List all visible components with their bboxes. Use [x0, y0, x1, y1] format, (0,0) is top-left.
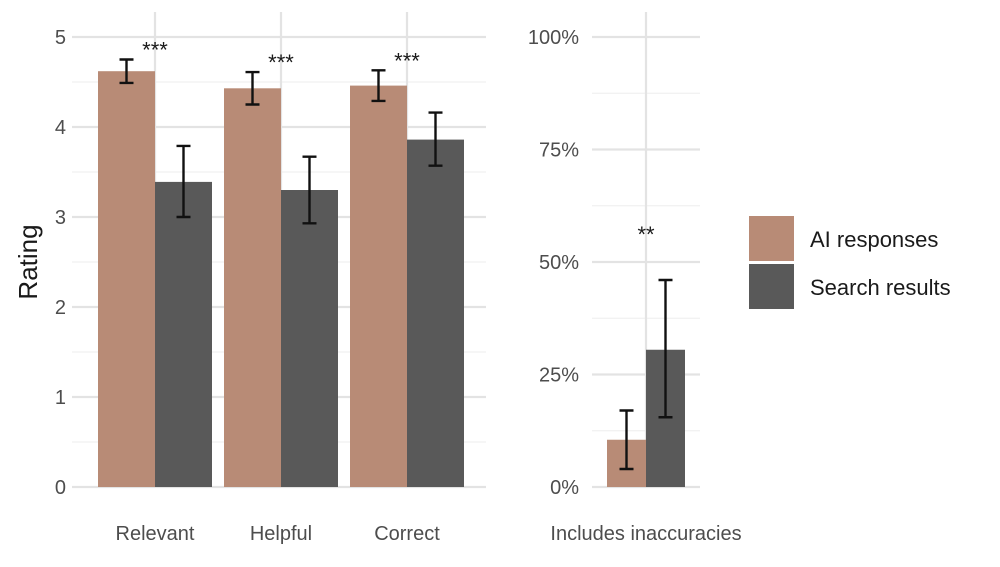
error-bar: [245, 70, 260, 106]
y-tick-label: 75%: [539, 140, 579, 162]
x-category-label: Correct: [374, 523, 440, 545]
bar-search-results: [281, 190, 338, 487]
bar-search-results: [155, 181, 212, 487]
y-tick-label: 0: [55, 477, 66, 499]
error-bar: [371, 69, 386, 103]
legend-swatch: [749, 216, 794, 261]
error-bar: [428, 111, 443, 167]
bar-ai-responses: [224, 88, 281, 488]
bar-search-results: [407, 139, 464, 487]
legend-label: AI responses: [810, 227, 938, 252]
y-tick-label: 3: [55, 207, 66, 229]
bar-ai-responses: [350, 85, 407, 487]
error-bar: [302, 155, 317, 225]
significance-label: ***: [394, 48, 420, 73]
bar-ai-responses: [98, 71, 155, 487]
legend-label: Search results: [810, 275, 951, 300]
x-category-label: Relevant: [116, 523, 195, 545]
y-tick-label: 1: [55, 387, 66, 409]
y-tick-label: 4: [55, 117, 66, 139]
significance-label: ***: [142, 38, 168, 63]
legend-swatch: [749, 264, 794, 309]
x-category-label: Helpful: [250, 523, 312, 545]
significance-label: ***: [268, 50, 294, 75]
x-category-label: Includes inaccuracies: [550, 523, 741, 545]
significance-label: **: [637, 222, 655, 247]
y-tick-label: 2: [55, 297, 66, 319]
y-tick-label: 25%: [539, 365, 579, 387]
y-tick-label: 0%: [550, 477, 579, 499]
error-bar: [119, 58, 134, 85]
y-tick-label: 50%: [539, 252, 579, 274]
y-tick-label: 100%: [528, 27, 579, 49]
error-bar: [176, 144, 191, 219]
error-bar: [619, 409, 634, 471]
y-axis-title: Rating: [13, 224, 43, 299]
y-tick-label: 5: [55, 27, 66, 49]
error-bar: [658, 278, 673, 419]
